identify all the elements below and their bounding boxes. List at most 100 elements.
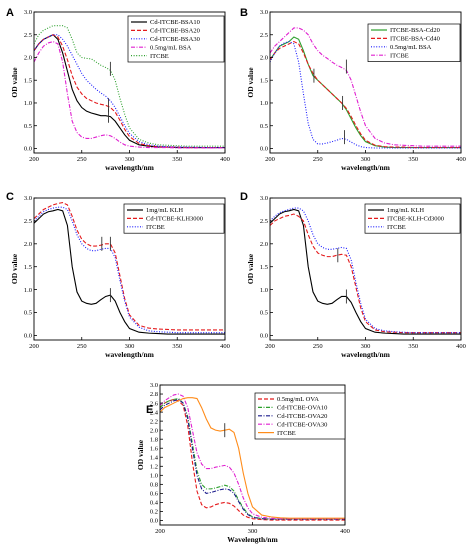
chart-panel-c: C 200 250 300 350 400 0.0 0.5 1.0 1.5 2.0 2.5 3.0 wav… [6, 191, 230, 359]
series-line-2 [270, 40, 461, 149]
legend-entry: Cd-ITCBE-OVA10 [277, 405, 327, 412]
x-tick-label: 200 [29, 343, 39, 350]
y-tick-label: 3.0 [150, 382, 158, 389]
y-tick-label: 0.0 [260, 146, 268, 153]
y-tick-label: 0.5 [260, 123, 268, 130]
chart-panel-e: E 200 300 400 0.0 0.2 0.4 0.6 0.8 1.0 1.2 1.4 1.6 1.8… [136, 382, 350, 544]
y-tick-label: 1.8 [150, 436, 158, 443]
y-tick-label: 1.0 [260, 287, 268, 294]
series-line-3 [270, 207, 461, 334]
y-tick-label: 1.2 [150, 463, 158, 470]
y-tick-label: 3.0 [24, 195, 32, 202]
series-line-3 [34, 206, 225, 334]
x-tick-label: 200 [155, 528, 165, 535]
series-line-3 [270, 40, 461, 149]
series-line-5 [34, 25, 225, 147]
legend-entry: ITCBE-BSA-Cd20 [390, 27, 440, 34]
x-tick-label: 400 [220, 343, 230, 350]
y-tick-label: 1.6 [150, 445, 159, 452]
legend: 0.5mg/mL OVA Cd-ITCBE-OVA10Cd-ITCBE-OVA20… [254, 392, 346, 440]
chart-panel-a: A 200 250 300 350 400 0.0 0.5 1.0 1.5 2.0 2.5 3.0 wav… [6, 7, 230, 172]
y-tick-label: 2.8 [150, 391, 158, 398]
y-tick-label: 0.0 [150, 518, 158, 525]
y-tick-label: 0.6 [150, 491, 159, 498]
y-tick-label: 3.0 [24, 9, 32, 16]
series-line-4 [160, 393, 345, 520]
y-tick-label: 0.0 [260, 333, 268, 340]
x-tick-label: 350 [408, 343, 418, 350]
y-axis-label: OD value [136, 439, 145, 470]
y-tick-label: 0.8 [150, 482, 158, 489]
panel-letter: B [240, 7, 248, 19]
y-tick-label: 1.0 [260, 100, 268, 107]
legend-entry: ITCBE [387, 224, 406, 231]
panel-letter: A [6, 7, 14, 19]
x-tick-label: 300 [125, 156, 135, 163]
chart-panel-b: B 200 250 300 350 400 0.0 0.5 1.0 1.5 2.0 2.5 3.0 wav… [240, 7, 466, 172]
series-line-1 [270, 208, 461, 335]
series-line-2 [270, 213, 461, 334]
legend-entry: ITCBE-KLH-Cd3000 [387, 216, 444, 223]
x-tick-label: 400 [456, 343, 466, 350]
legend: Cd-ITCBE-BSA10 Cd-ITCBE-BSA20Cd-ITCBE-BSA… [127, 15, 225, 63]
y-tick-label: 1.4 [150, 454, 159, 461]
y-tick-label: 3.0 [260, 195, 268, 202]
legend-entry: Cd-ITCBE-OVA30 [277, 421, 327, 428]
x-tick-label: 200 [265, 156, 275, 163]
x-tick-label: 300 [125, 343, 135, 350]
y-tick-label: 0.0 [24, 146, 32, 153]
series-line-1 [34, 208, 225, 335]
y-tick-label: 2.5 [260, 218, 268, 225]
x-tick-label: 250 [313, 343, 323, 350]
panel-letter: C [6, 191, 14, 203]
x-tick-label: 250 [77, 343, 87, 350]
x-tick-label: 200 [265, 343, 275, 350]
x-axis-label: wavelength/nm [105, 163, 155, 172]
y-tick-label: 0.5 [260, 310, 268, 317]
x-tick-label: 400 [456, 156, 466, 163]
y-tick-label: 2.5 [24, 32, 32, 39]
y-tick-label: 2.4 [150, 409, 159, 416]
y-tick-label: 3.0 [260, 9, 268, 16]
y-tick-label: 1.0 [150, 473, 158, 480]
y-tick-label: 1.0 [24, 100, 32, 107]
series-line-3 [34, 34, 225, 149]
y-axis-label: OD value [10, 253, 19, 284]
x-tick-label: 350 [172, 156, 182, 163]
y-tick-label: 0.2 [150, 509, 158, 516]
series-line-3 [160, 398, 345, 520]
panel-letter: D [240, 191, 248, 203]
legend-entry: 1mg/mL KLH [146, 207, 183, 214]
series-line-4 [34, 40, 225, 149]
y-tick-label: 1.0 [24, 287, 32, 294]
y-tick-label: 2.0 [24, 55, 32, 62]
legend-entry: ITCBE-BSA-Cd40 [390, 36, 440, 43]
x-tick-label: 250 [313, 156, 323, 163]
legend-entry: Cd-ITCBE-OVA20 [277, 413, 327, 420]
y-axis-label: OD value [246, 67, 255, 98]
y-tick-label: 2.2 [150, 418, 158, 425]
y-tick-label: 2.0 [260, 241, 268, 248]
x-axis-label: wavelength/nm [341, 163, 391, 172]
y-tick-label: 0.5 [24, 123, 32, 130]
x-tick-label: 250 [77, 156, 87, 163]
legend-entry: Cd-ITCBE-KLH3000 [146, 216, 203, 223]
y-axis-label: OD value [246, 253, 255, 284]
y-tick-label: 2.6 [150, 400, 159, 407]
x-tick-label: 300 [248, 528, 258, 535]
x-tick-label: 350 [408, 156, 418, 163]
y-tick-label: 0.5 [24, 310, 32, 317]
y-tick-label: 2.0 [24, 241, 32, 248]
legend-entry: ITCBE [390, 52, 409, 59]
series-line-1 [160, 398, 345, 521]
y-tick-label: 2.5 [260, 32, 268, 39]
legend-entry: Cd-ITCBE-BSA20 [150, 28, 200, 35]
y-axis-label: OD value [10, 67, 19, 98]
legend-entry: Cd-ITCBE-BSA30 [150, 36, 200, 43]
x-tick-label: 200 [29, 156, 39, 163]
x-axis-label: wavelength/nm [105, 350, 155, 359]
